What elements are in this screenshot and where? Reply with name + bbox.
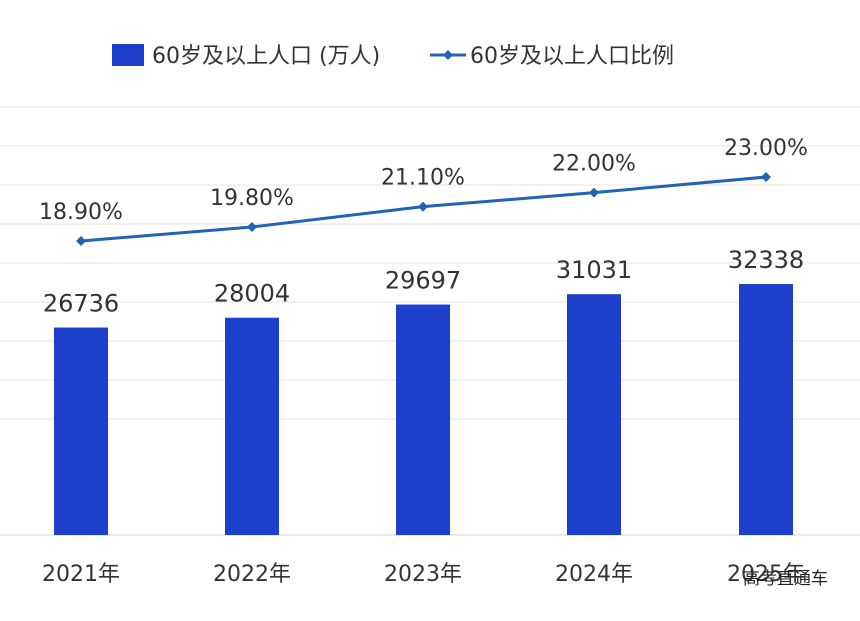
line-value-label: 23.00% [724,136,808,161]
bar [567,294,621,535]
line-value-label: 19.80% [210,186,294,211]
bar-series [54,284,793,535]
legend-bar-label: 60岁及以上人口 (万人) [152,44,380,69]
line-marker [589,187,599,198]
bar-value-label: 31031 [556,256,632,284]
line-series [76,172,771,246]
legend: 60岁及以上人口 (万人) 60岁及以上人口比例 [112,44,674,69]
bar [225,317,279,535]
line-marker [76,236,86,246]
x-tick-label: 2023年 [384,562,462,587]
x-tick-label: 2021年 [42,562,120,587]
bar-value-label: 28004 [214,280,290,308]
x-axis: 2021年 2022年 2023年 2024年 2025年 [42,562,805,587]
line-marker [247,221,257,232]
bar-value-label: 29697 [385,267,461,295]
legend-line-marker [443,50,453,60]
bar [739,284,793,535]
bar [396,304,450,535]
x-tick-label: 2024年 [555,562,633,587]
bar-value-label: 32338 [728,246,804,274]
line-marker [418,201,428,212]
legend-line-label: 60岁及以上人口比例 [470,44,674,69]
line-value-label: 22.00% [552,152,636,177]
x-tick-label: 2022年 [213,562,291,587]
line-marker [761,172,771,183]
bar [54,327,108,535]
line-value-label: 21.10% [381,166,465,191]
legend-bar-swatch [112,44,144,66]
line-value-label: 18.90% [39,200,123,225]
data-labels: 26736 28004 29697 31031 32338 18.90% 19.80% 21.… [39,136,808,317]
watermark-text: 高考直通车 [743,569,828,589]
x-tick-label: 2025年 [727,562,805,587]
bar-value-label: 26736 [43,290,119,318]
